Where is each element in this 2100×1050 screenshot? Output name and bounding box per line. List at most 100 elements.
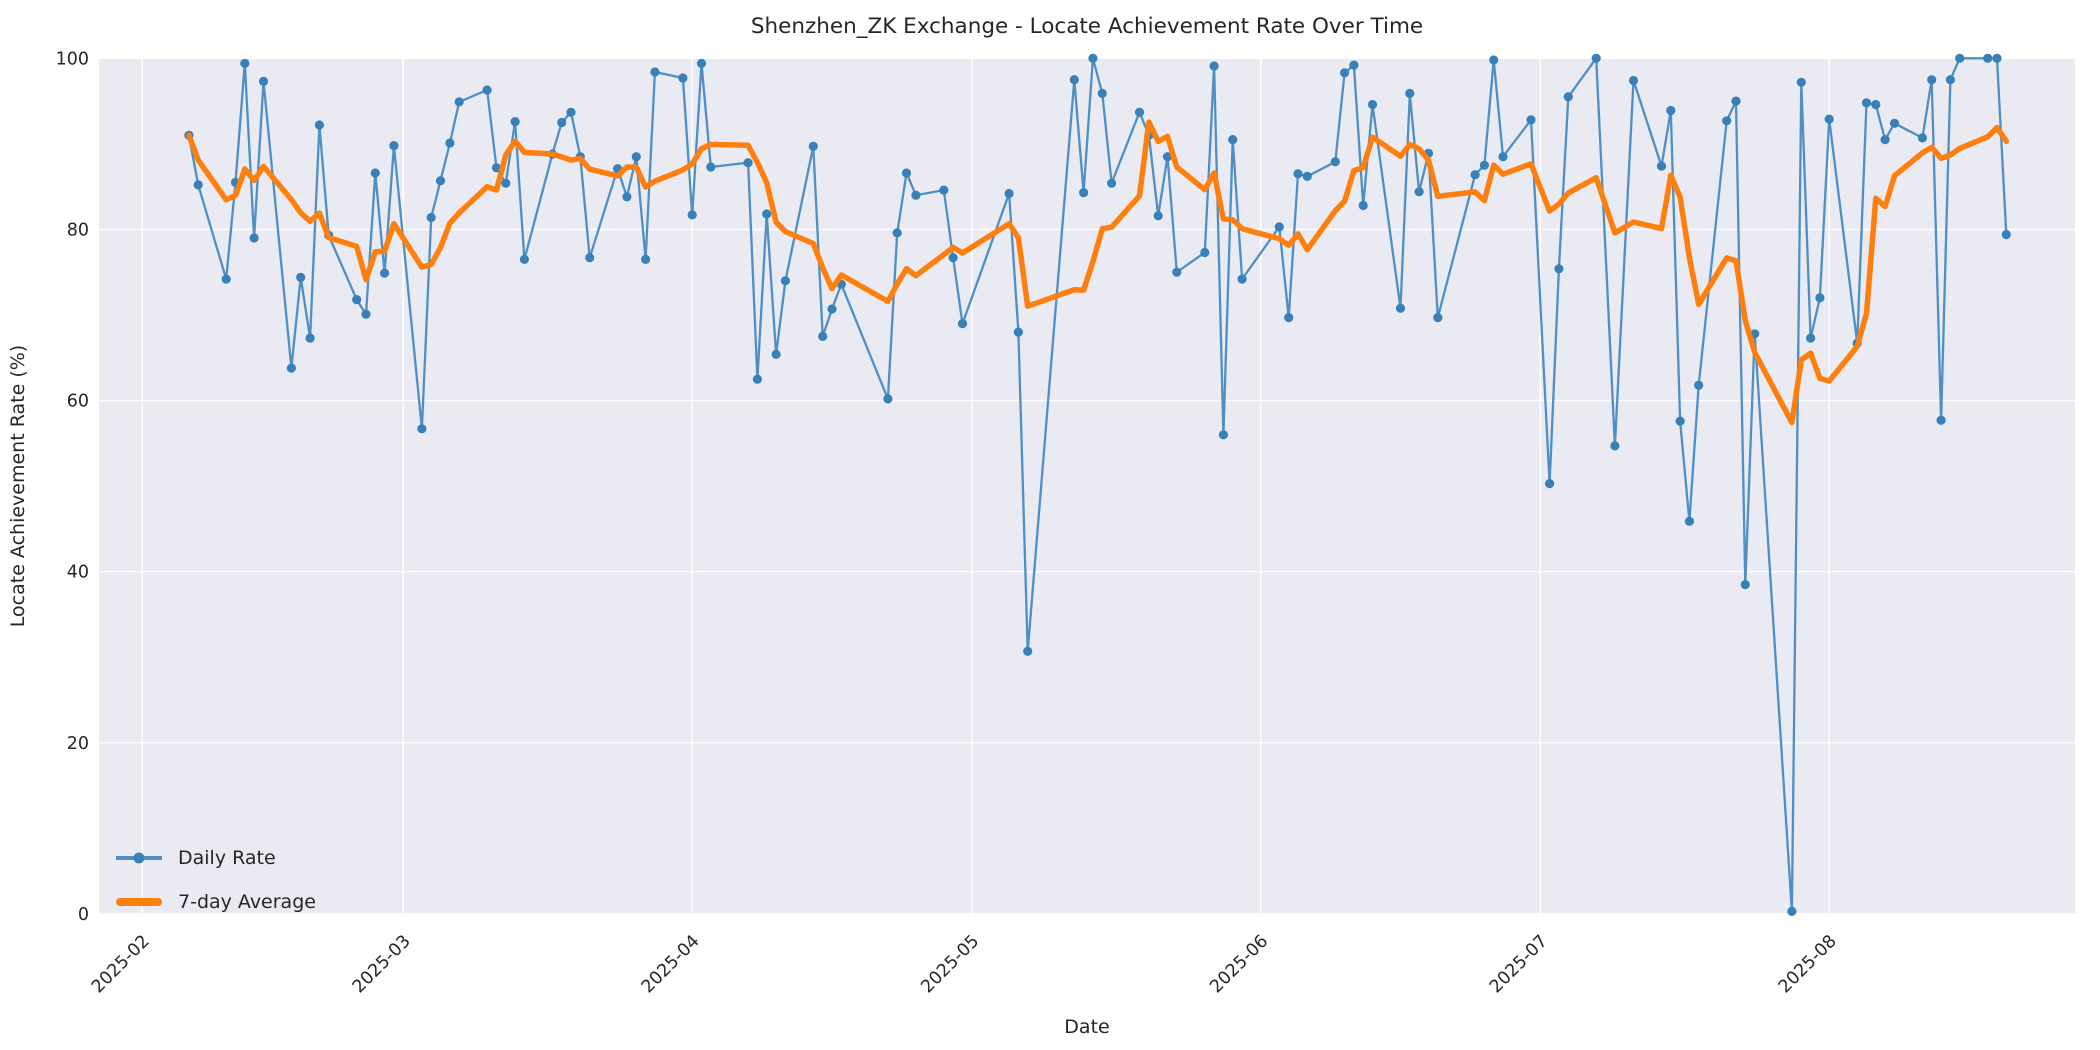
daily-rate-point [1722, 116, 1732, 126]
legend-label-daily-rate: Daily Rate [178, 847, 276, 869]
daily-rate-point [1162, 152, 1173, 162]
daily-rate-point [1172, 267, 1182, 277]
daily-rate-point [622, 192, 632, 202]
x-tick-label: 2025-02 [88, 931, 154, 997]
daily-rate-point [1274, 222, 1284, 232]
daily-rate-point [1433, 313, 1443, 323]
daily-rate-point [901, 168, 912, 178]
y-tick-label: 40 [67, 563, 89, 583]
daily-rate-point [1545, 479, 1555, 489]
daily-rate-point [650, 67, 660, 77]
daily-rate-point [1302, 171, 1312, 181]
daily-rate-point [1563, 92, 1573, 102]
daily-rate-point [771, 349, 781, 359]
daily-rate-point [1824, 114, 1834, 124]
daily-rate-point [1358, 200, 1368, 211]
daily-rate-point [1228, 135, 1238, 145]
daily-rate-point [1927, 75, 1937, 85]
daily-rate-point [1666, 105, 1676, 116]
y-tick-label: 80 [67, 220, 89, 240]
daily-rate-point [631, 152, 641, 162]
x-tick-label: 2025-08 [1775, 931, 1841, 997]
daily-rate-point [780, 276, 791, 286]
daily-rate-point [1069, 75, 1079, 85]
daily-rate-point [1945, 75, 1955, 85]
legend-label-7day-average: 7-day Average [178, 891, 316, 913]
daily-rate-point [1498, 152, 1508, 162]
average-line-swatch [116, 892, 162, 912]
daily-rate-point [641, 254, 651, 264]
daily-rate-point [939, 185, 949, 195]
daily-rate-point [1340, 68, 1350, 78]
daily-rate-point [501, 178, 511, 188]
daily-rate-point [1787, 906, 1797, 917]
seven-day-average-line [186, 119, 2010, 426]
legend: Daily Rate 7-day Average [116, 836, 316, 924]
daily-rate-point [1489, 55, 1499, 65]
daily-rate-point [557, 117, 567, 128]
daily-rate-point [957, 319, 968, 329]
daily-rate-point [519, 254, 530, 264]
plot-area [99, 58, 2075, 914]
daily-rate-point [696, 58, 707, 68]
daily-rate-point [258, 76, 269, 86]
daily-rate-point [1293, 169, 1303, 179]
legend-item-daily-rate: Daily Rate [116, 836, 316, 880]
daily-rate-point [193, 180, 203, 190]
x-tick-label: 2025-03 [349, 931, 415, 997]
daily-rate-point [510, 117, 520, 127]
daily-rate-point [1796, 77, 1806, 87]
daily-rate-point [1610, 441, 1620, 451]
daily-rate-point [305, 333, 315, 343]
daily-rate-point [286, 363, 296, 373]
daily-rate-series [184, 53, 2011, 917]
daily-rate-point [1153, 211, 1163, 221]
daily-rate-line-swatch [116, 848, 162, 868]
x-tick-label: 2025-06 [1206, 931, 1272, 997]
daily-rate-point [1284, 313, 1294, 323]
daily-rate-point [743, 158, 753, 168]
daily-rate-point [1107, 178, 1117, 188]
daily-rate-point [911, 190, 921, 200]
daily-rate-point [491, 163, 502, 173]
daily-rate-point [1740, 580, 1750, 590]
y-tick-label: 20 [67, 734, 89, 754]
daily-rate-point [948, 253, 958, 263]
daily-rate-point [1731, 96, 1741, 106]
daily-rate-point [1088, 53, 1098, 63]
daily-rate-point [314, 120, 324, 130]
x-tick-label: 2025-07 [1486, 931, 1552, 997]
daily-rate-point [1806, 333, 1816, 343]
daily-rate-point [1628, 75, 1639, 86]
daily-rate-point [1983, 53, 1993, 63]
daily-rate-point [1367, 99, 1378, 110]
daily-rate-point [1479, 160, 1489, 170]
daily-rate-point [827, 304, 837, 314]
daily-rate-point [1880, 135, 1890, 145]
daily-rate-point [352, 295, 362, 305]
daily-rate-point [1023, 646, 1033, 656]
daily-rate-point [370, 168, 380, 178]
daily-rate-point [883, 394, 893, 404]
daily-rate-point [1955, 53, 1965, 63]
daily-rate-point [585, 253, 595, 263]
daily-rate-point [687, 210, 697, 220]
daily-rate-point [1871, 99, 1881, 110]
daily-rate-point [1554, 264, 1564, 274]
y-tick-label: 0 [78, 905, 89, 925]
daily-rate-point [678, 73, 688, 83]
y-tick-label: 60 [67, 392, 89, 412]
daily-rate-point [2001, 230, 2011, 240]
daily-rate-point [1470, 170, 1480, 180]
daily-rate-point [221, 274, 231, 284]
daily-rate-point [1237, 274, 1247, 284]
daily-rate-point [1349, 60, 1359, 70]
daily-rate-point [752, 374, 763, 384]
daily-rate-point [1675, 416, 1685, 426]
daily-rate-point [1684, 516, 1694, 526]
daily-rate-point [1936, 415, 1946, 425]
daily-rate-point [1815, 293, 1825, 303]
daily-rate-point [1209, 61, 1219, 71]
daily-rate-point [445, 138, 455, 148]
